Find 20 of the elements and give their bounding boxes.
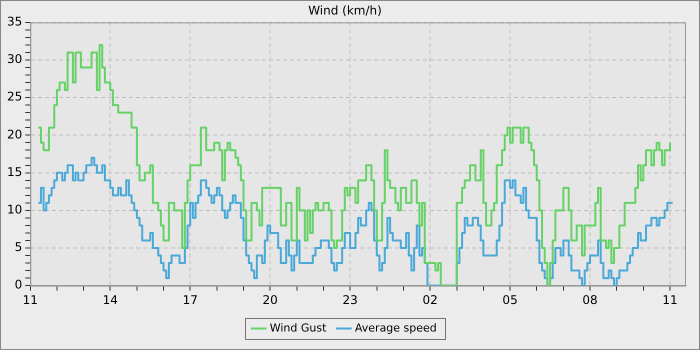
x-tick-label: 02	[422, 292, 438, 307]
x-tick-label: 11	[662, 292, 678, 307]
chart-title: Wind (km/h)	[308, 3, 382, 18]
y-tick-label: 10	[6, 202, 22, 217]
y-tick-label: 0	[14, 278, 22, 292]
x-tick-label: 23	[342, 292, 358, 307]
x-tick-label: 20	[262, 292, 278, 307]
y-tick-label: 35	[6, 14, 22, 29]
x-tick-label: 17	[182, 292, 198, 307]
legend-label: Average speed	[354, 321, 437, 334]
legend-label: Wind Gust	[270, 321, 328, 334]
y-tick-label: 15	[6, 164, 22, 179]
x-tick-label: 08	[582, 292, 598, 307]
y-tick-label: 20	[6, 127, 22, 142]
y-tick-label: 25	[6, 90, 22, 104]
x-tick-label: 11	[22, 292, 38, 307]
x-tick-label: 05	[502, 292, 518, 307]
y-tick-label: 30	[6, 52, 22, 66]
y-tick-label: 5	[14, 240, 22, 254]
x-tick-label: 14	[102, 292, 118, 307]
